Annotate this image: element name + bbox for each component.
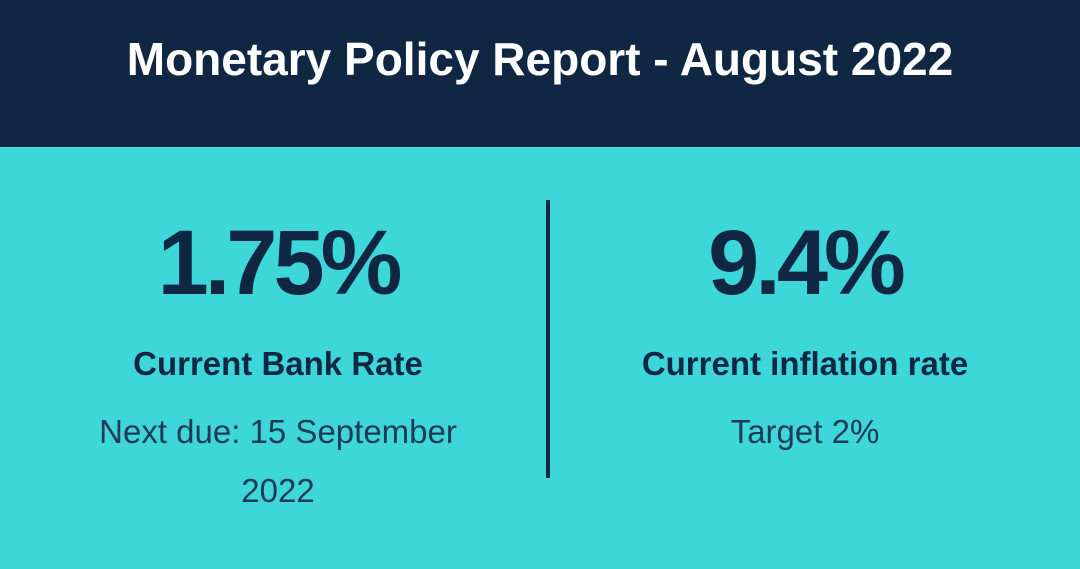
stats-divider bbox=[546, 200, 550, 478]
report-title: Monetary Policy Report - August 2022 bbox=[126, 32, 954, 85]
bank-rate-label: Current Bank Rate bbox=[133, 345, 423, 382]
report-header: Monetary Policy Report - August 2022 bbox=[0, 0, 1080, 147]
bank-rate-next-due: Next due: 15 September 2022 bbox=[99, 413, 457, 509]
inflation-label: Current inflation rate bbox=[641, 345, 969, 382]
inflation-value: 9.4% bbox=[708, 212, 906, 314]
bank-rate-value: 1.75% bbox=[157, 212, 403, 314]
inflation-target: Target 2% bbox=[730, 413, 880, 450]
stats-panel: 1.75% Current Bank Rate Next due: 15 Sep… bbox=[0, 147, 1080, 569]
